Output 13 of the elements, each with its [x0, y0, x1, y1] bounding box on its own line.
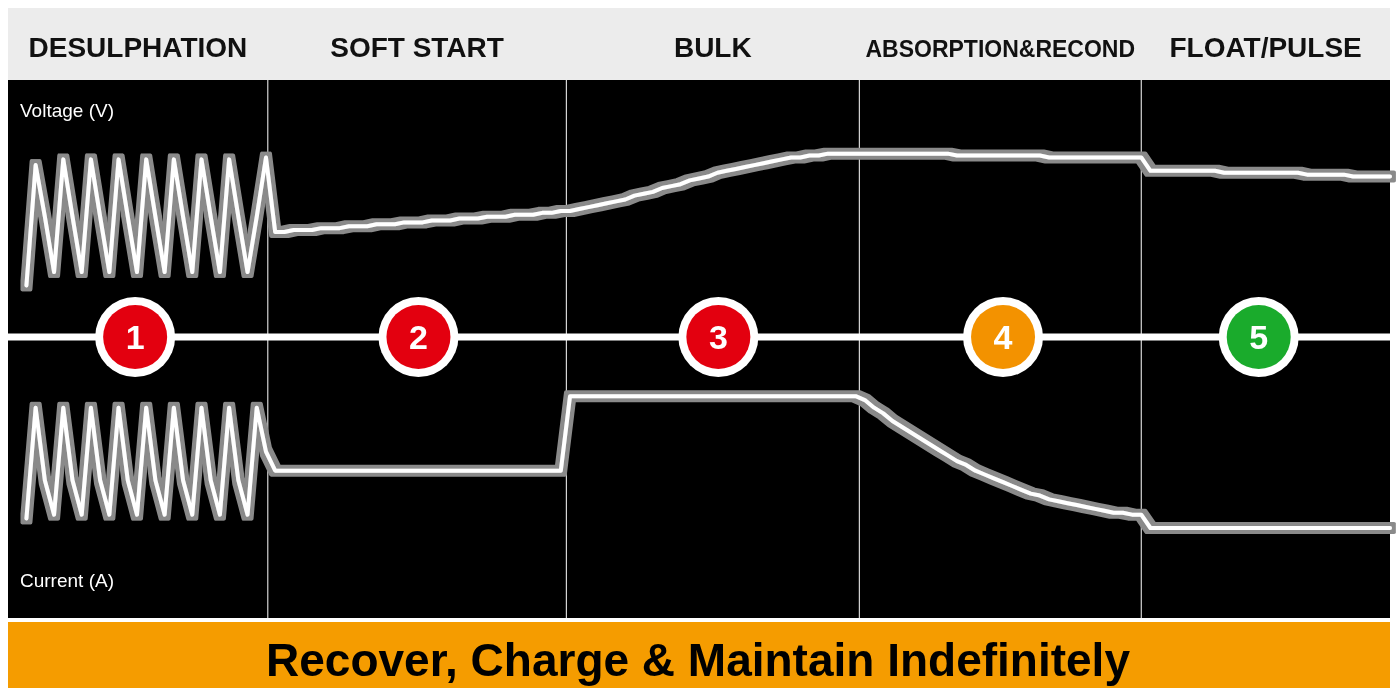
- annotation: 3: [708, 318, 728, 356]
- text: FLOAT/PULSE: [1169, 32, 1362, 63]
- text: SOFT START: [330, 32, 504, 63]
- annotation: 2: [408, 318, 428, 356]
- text: Current (A): [20, 570, 114, 591]
- annotation: 1: [125, 318, 145, 356]
- text: DESULPHATION: [28, 32, 248, 63]
- text: Voltage (V): [20, 100, 114, 121]
- text: Recover, Charge & Maintain Indefinitely: [266, 634, 1131, 686]
- annotation: 5: [1249, 318, 1269, 356]
- text: ABSORPTION&RECOND: [865, 36, 1136, 62]
- text: BULK: [673, 32, 752, 63]
- annotation: 4: [993, 318, 1013, 356]
